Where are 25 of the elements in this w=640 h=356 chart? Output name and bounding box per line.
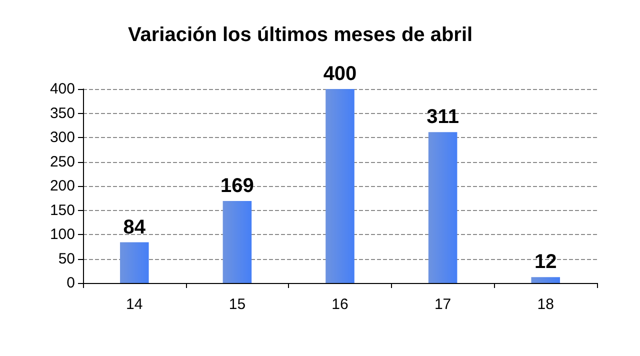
chart-title: Variación los últimos meses de abril [128, 24, 473, 46]
x-tick-label: 17 [434, 296, 452, 313]
bar [531, 277, 560, 283]
bar [326, 89, 354, 283]
bar [222, 201, 252, 283]
bar [120, 242, 149, 283]
data-label: 12 [534, 251, 557, 274]
x-tick-label: 18 [537, 296, 554, 313]
y-tick-label: 150 [50, 202, 75, 219]
x-tick-label: 15 [228, 296, 246, 313]
data-label: 311 [426, 106, 459, 128]
data-label: 84 [123, 216, 146, 238]
y-tick-label: 100 [50, 226, 75, 243]
data-label: 169 [220, 175, 254, 198]
x-tick-label: 16 [332, 296, 348, 313]
y-tick-label: 300 [50, 129, 75, 146]
x-tick-label: 14 [126, 296, 143, 313]
y-tick-label: 400 [50, 80, 75, 98]
bar [428, 132, 458, 283]
y-tick-label: 200 [50, 178, 75, 194]
data-label: 400 [323, 63, 357, 85]
y-tick-label: 250 [50, 153, 75, 170]
y-tick-label: 0 [66, 274, 75, 292]
y-tick-label: 350 [50, 104, 75, 122]
y-tick-label: 50 [58, 250, 75, 268]
